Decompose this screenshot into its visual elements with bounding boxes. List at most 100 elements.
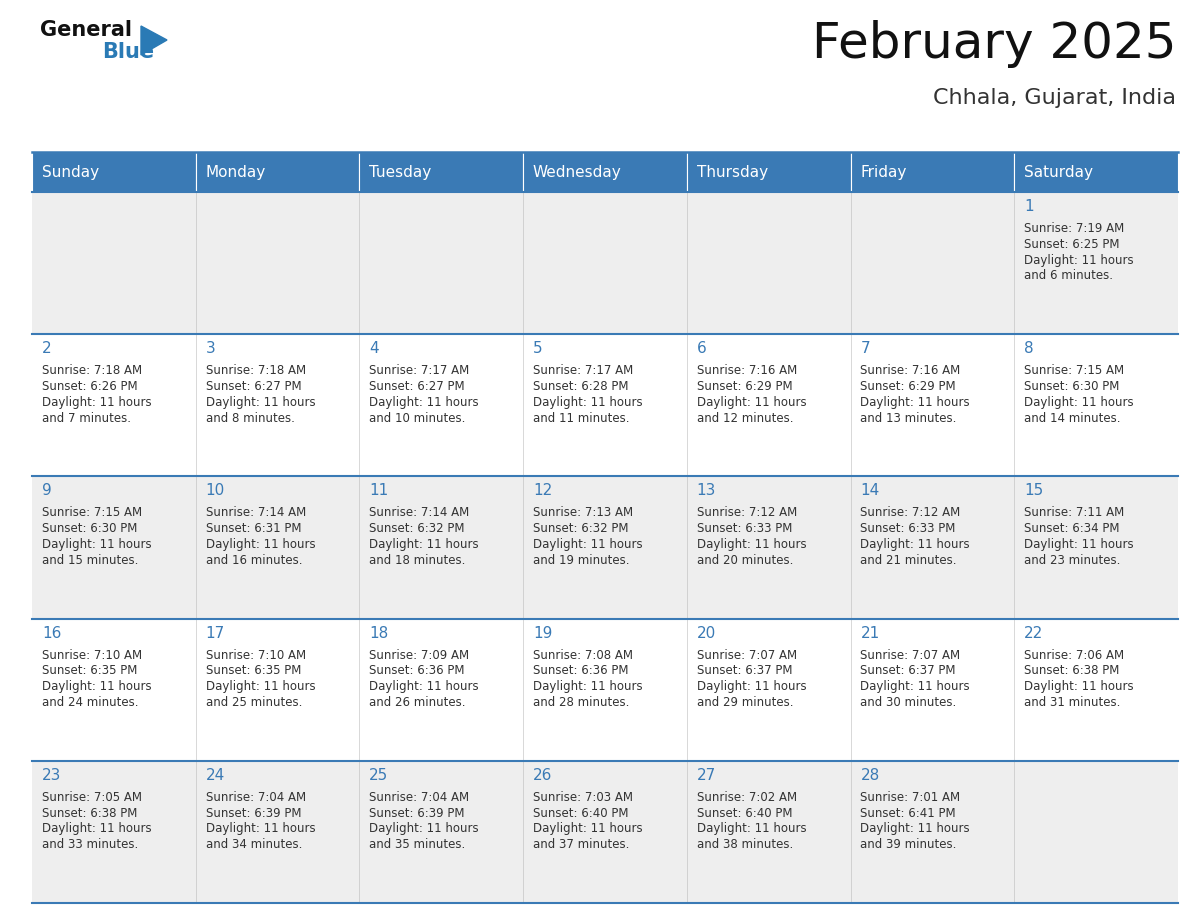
- Text: Sunrise: 7:19 AM: Sunrise: 7:19 AM: [1024, 222, 1124, 235]
- Text: Sunset: 6:33 PM: Sunset: 6:33 PM: [696, 522, 792, 535]
- Text: and 35 minutes.: and 35 minutes.: [369, 838, 466, 851]
- Text: Daylight: 11 hours: Daylight: 11 hours: [1024, 396, 1133, 409]
- Text: Daylight: 11 hours: Daylight: 11 hours: [42, 823, 151, 835]
- Text: Sunrise: 7:17 AM: Sunrise: 7:17 AM: [533, 364, 633, 377]
- FancyBboxPatch shape: [32, 152, 196, 192]
- Text: 14: 14: [860, 484, 879, 498]
- Text: Sunset: 6:32 PM: Sunset: 6:32 PM: [533, 522, 628, 535]
- Text: Chhala, Gujarat, India: Chhala, Gujarat, India: [933, 88, 1176, 108]
- Text: Sunset: 6:32 PM: Sunset: 6:32 PM: [369, 522, 465, 535]
- Text: Sunrise: 7:10 AM: Sunrise: 7:10 AM: [206, 649, 305, 662]
- Text: Daylight: 11 hours: Daylight: 11 hours: [206, 680, 315, 693]
- Text: Tuesday: Tuesday: [369, 164, 431, 180]
- Text: Sunrise: 7:09 AM: Sunrise: 7:09 AM: [369, 649, 469, 662]
- Text: Sunset: 6:29 PM: Sunset: 6:29 PM: [860, 380, 956, 393]
- Text: Saturday: Saturday: [1024, 164, 1093, 180]
- Text: Sunrise: 7:17 AM: Sunrise: 7:17 AM: [369, 364, 469, 377]
- FancyBboxPatch shape: [32, 192, 1178, 334]
- Text: Sunrise: 7:12 AM: Sunrise: 7:12 AM: [860, 507, 961, 520]
- Text: Daylight: 11 hours: Daylight: 11 hours: [206, 396, 315, 409]
- Text: and 25 minutes.: and 25 minutes.: [206, 696, 302, 709]
- Text: and 16 minutes.: and 16 minutes.: [206, 554, 302, 566]
- Text: 19: 19: [533, 625, 552, 641]
- FancyBboxPatch shape: [32, 619, 1178, 761]
- Text: Daylight: 11 hours: Daylight: 11 hours: [42, 396, 151, 409]
- Text: Sunrise: 7:01 AM: Sunrise: 7:01 AM: [860, 790, 961, 804]
- Text: and 30 minutes.: and 30 minutes.: [860, 696, 956, 709]
- Text: Sunrise: 7:06 AM: Sunrise: 7:06 AM: [1024, 649, 1124, 662]
- FancyBboxPatch shape: [687, 152, 851, 192]
- Text: 9: 9: [42, 484, 51, 498]
- Text: 26: 26: [533, 767, 552, 783]
- Text: Daylight: 11 hours: Daylight: 11 hours: [533, 396, 643, 409]
- Text: and 19 minutes.: and 19 minutes.: [533, 554, 630, 566]
- Text: Sunset: 6:38 PM: Sunset: 6:38 PM: [42, 807, 137, 820]
- Text: 17: 17: [206, 625, 225, 641]
- Text: Sunrise: 7:03 AM: Sunrise: 7:03 AM: [533, 790, 633, 804]
- Text: Daylight: 11 hours: Daylight: 11 hours: [369, 823, 479, 835]
- Text: Sunrise: 7:12 AM: Sunrise: 7:12 AM: [696, 507, 797, 520]
- FancyBboxPatch shape: [523, 152, 687, 192]
- Text: Wednesday: Wednesday: [533, 164, 621, 180]
- FancyBboxPatch shape: [32, 761, 1178, 903]
- Text: Sunset: 6:28 PM: Sunset: 6:28 PM: [533, 380, 628, 393]
- Text: Sunrise: 7:10 AM: Sunrise: 7:10 AM: [42, 649, 141, 662]
- Text: 10: 10: [206, 484, 225, 498]
- Text: Sunset: 6:27 PM: Sunset: 6:27 PM: [206, 380, 302, 393]
- Text: Daylight: 11 hours: Daylight: 11 hours: [533, 680, 643, 693]
- Text: Friday: Friday: [860, 164, 906, 180]
- Text: Sunset: 6:37 PM: Sunset: 6:37 PM: [696, 665, 792, 677]
- Text: 1: 1: [1024, 199, 1034, 214]
- Text: and 11 minutes.: and 11 minutes.: [533, 411, 630, 425]
- Text: and 14 minutes.: and 14 minutes.: [1024, 411, 1120, 425]
- Text: Sunset: 6:27 PM: Sunset: 6:27 PM: [369, 380, 465, 393]
- Text: Sunset: 6:40 PM: Sunset: 6:40 PM: [696, 807, 792, 820]
- Text: and 23 minutes.: and 23 minutes.: [1024, 554, 1120, 566]
- Text: Sunset: 6:30 PM: Sunset: 6:30 PM: [42, 522, 137, 535]
- Text: 22: 22: [1024, 625, 1043, 641]
- Text: Sunrise: 7:18 AM: Sunrise: 7:18 AM: [42, 364, 141, 377]
- Text: Sunset: 6:38 PM: Sunset: 6:38 PM: [1024, 665, 1119, 677]
- Text: 21: 21: [860, 625, 879, 641]
- Text: Sunset: 6:35 PM: Sunset: 6:35 PM: [206, 665, 301, 677]
- Text: and 6 minutes.: and 6 minutes.: [1024, 269, 1113, 283]
- Text: and 13 minutes.: and 13 minutes.: [860, 411, 956, 425]
- Text: Daylight: 11 hours: Daylight: 11 hours: [369, 538, 479, 551]
- Text: Sunrise: 7:14 AM: Sunrise: 7:14 AM: [206, 507, 305, 520]
- Text: and 33 minutes.: and 33 minutes.: [42, 838, 138, 851]
- Text: Sunset: 6:29 PM: Sunset: 6:29 PM: [696, 380, 792, 393]
- FancyBboxPatch shape: [196, 152, 360, 192]
- Text: and 38 minutes.: and 38 minutes.: [696, 838, 792, 851]
- Text: and 15 minutes.: and 15 minutes.: [42, 554, 138, 566]
- Text: Daylight: 11 hours: Daylight: 11 hours: [1024, 253, 1133, 266]
- Text: 5: 5: [533, 341, 543, 356]
- Text: Sunset: 6:35 PM: Sunset: 6:35 PM: [42, 665, 137, 677]
- Text: and 29 minutes.: and 29 minutes.: [696, 696, 794, 709]
- Text: and 31 minutes.: and 31 minutes.: [1024, 696, 1120, 709]
- Text: Sunrise: 7:16 AM: Sunrise: 7:16 AM: [860, 364, 961, 377]
- Text: and 24 minutes.: and 24 minutes.: [42, 696, 138, 709]
- Text: 15: 15: [1024, 484, 1043, 498]
- Text: Sunrise: 7:13 AM: Sunrise: 7:13 AM: [533, 507, 633, 520]
- FancyBboxPatch shape: [360, 152, 523, 192]
- Text: Daylight: 11 hours: Daylight: 11 hours: [206, 823, 315, 835]
- Text: and 21 minutes.: and 21 minutes.: [860, 554, 956, 566]
- Text: Sunrise: 7:15 AM: Sunrise: 7:15 AM: [1024, 364, 1124, 377]
- Text: 16: 16: [42, 625, 62, 641]
- Text: 18: 18: [369, 625, 388, 641]
- Text: and 10 minutes.: and 10 minutes.: [369, 411, 466, 425]
- FancyBboxPatch shape: [32, 334, 1178, 476]
- Text: Blue: Blue: [102, 42, 154, 62]
- Text: Daylight: 11 hours: Daylight: 11 hours: [696, 680, 807, 693]
- Text: Sunset: 6:33 PM: Sunset: 6:33 PM: [860, 522, 956, 535]
- Text: Sunrise: 7:14 AM: Sunrise: 7:14 AM: [369, 507, 469, 520]
- Text: Daylight: 11 hours: Daylight: 11 hours: [696, 823, 807, 835]
- Text: Sunrise: 7:07 AM: Sunrise: 7:07 AM: [860, 649, 961, 662]
- Text: Sunrise: 7:16 AM: Sunrise: 7:16 AM: [696, 364, 797, 377]
- Text: Daylight: 11 hours: Daylight: 11 hours: [533, 823, 643, 835]
- Text: Daylight: 11 hours: Daylight: 11 hours: [369, 396, 479, 409]
- Text: Sunrise: 7:04 AM: Sunrise: 7:04 AM: [369, 790, 469, 804]
- Text: Sunset: 6:34 PM: Sunset: 6:34 PM: [1024, 522, 1119, 535]
- Text: Sunset: 6:25 PM: Sunset: 6:25 PM: [1024, 238, 1119, 251]
- Polygon shape: [141, 26, 168, 55]
